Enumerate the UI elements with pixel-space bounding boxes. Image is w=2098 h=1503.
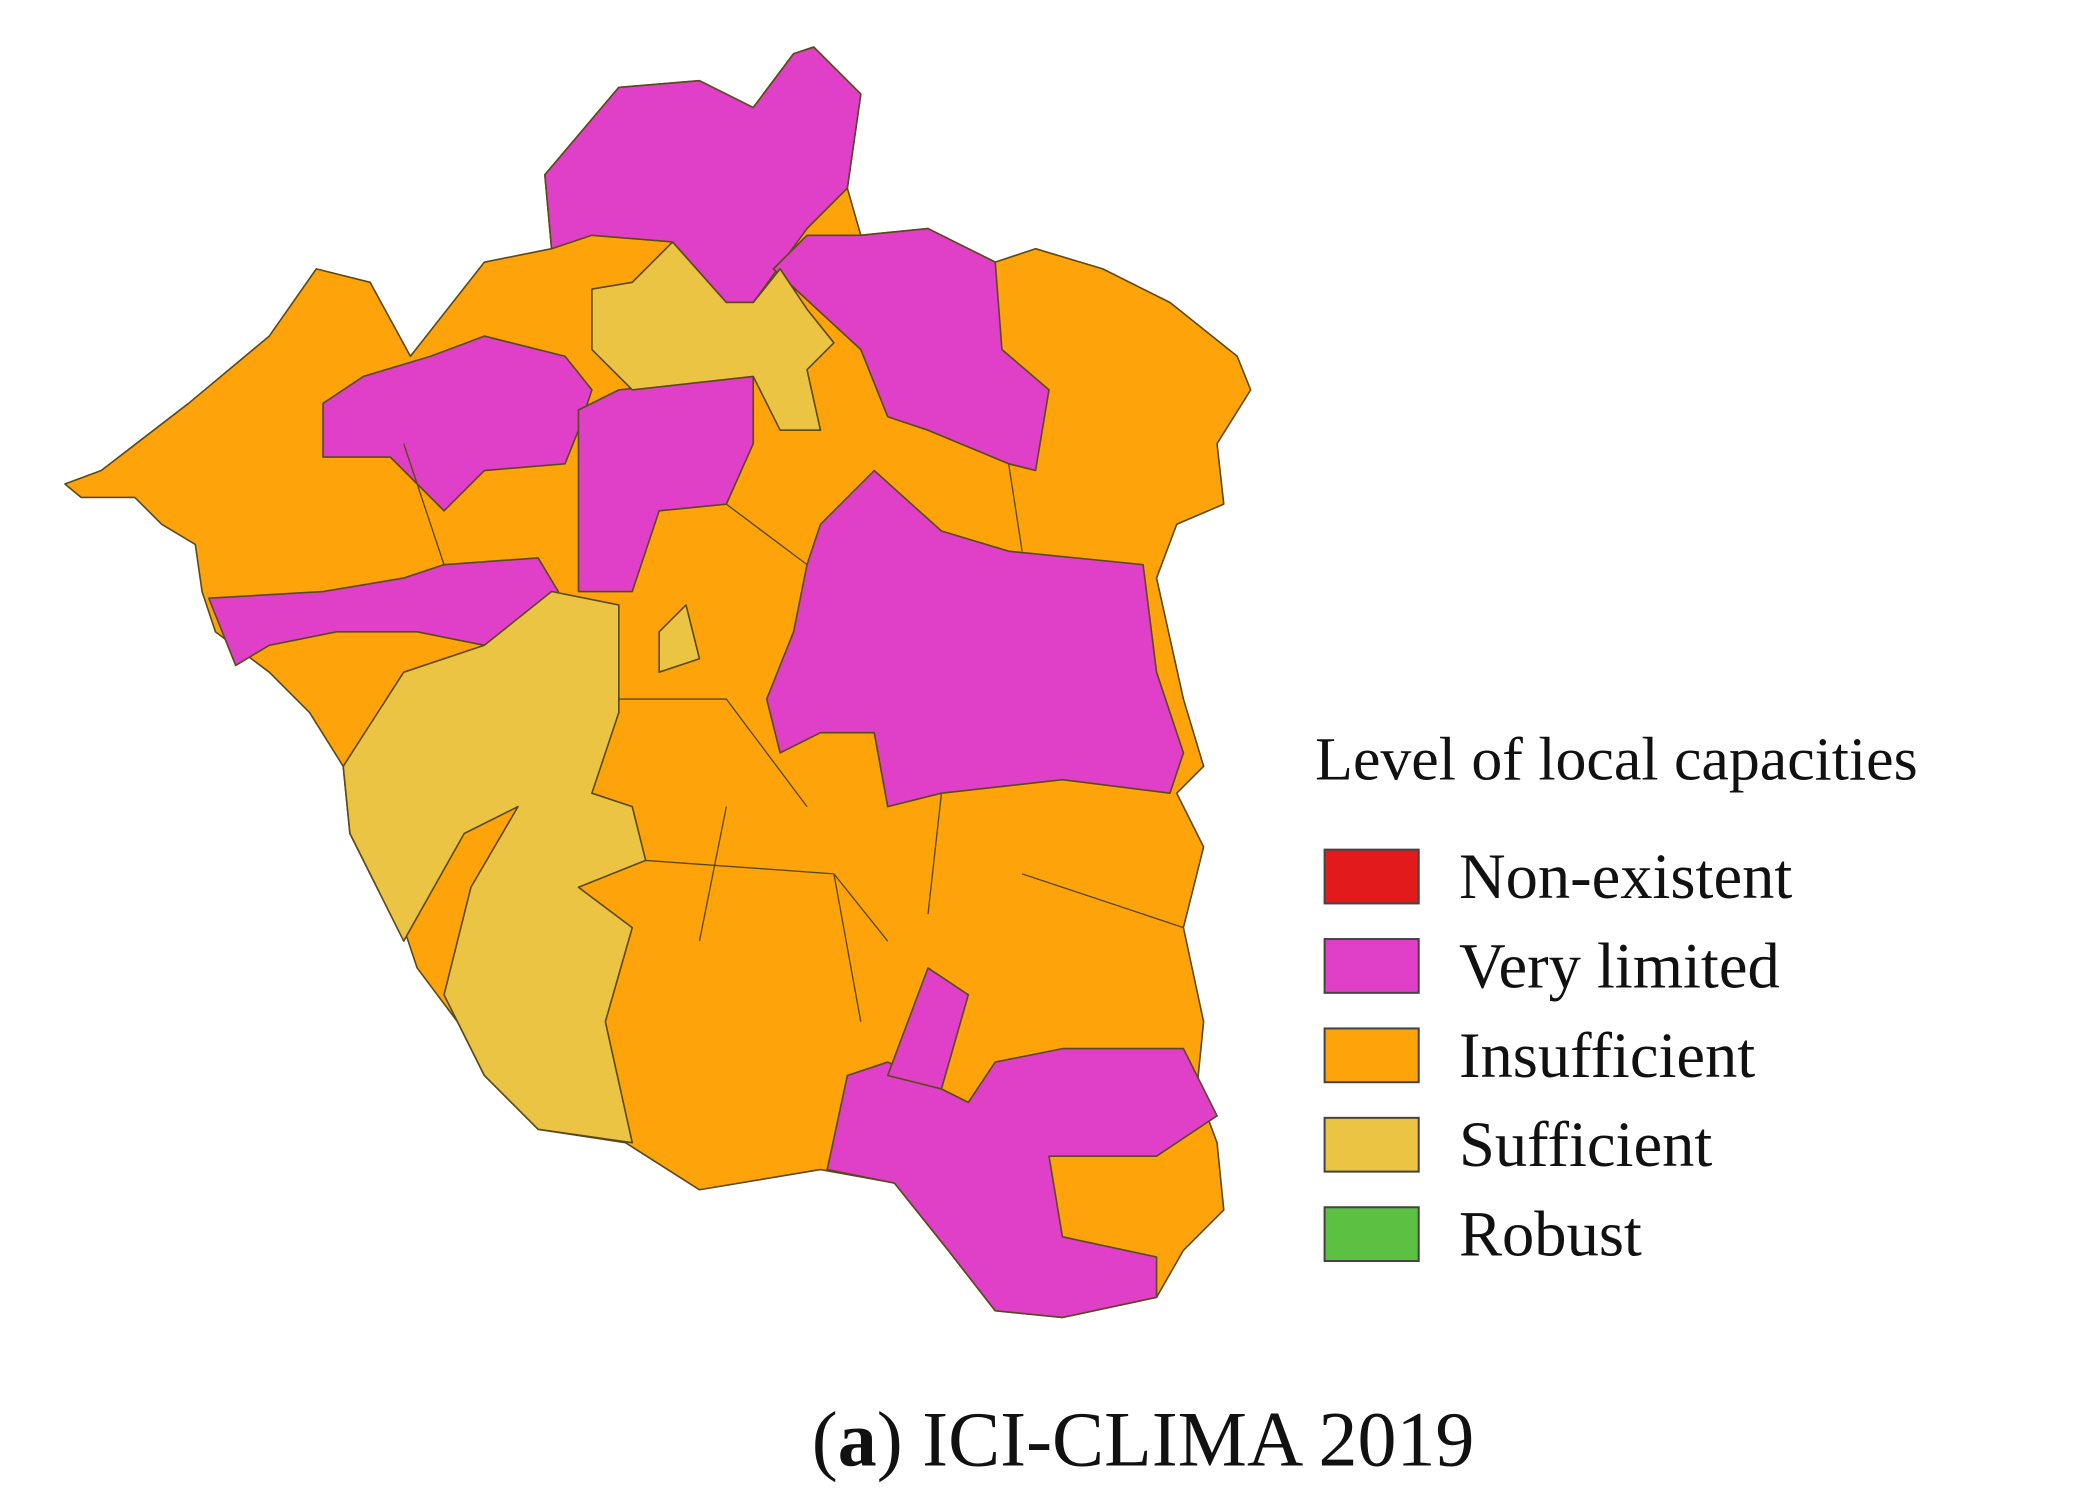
region	[826, 1047, 1218, 1319]
caption-part: (	[812, 1396, 838, 1482]
legend-swatch	[1323, 848, 1420, 905]
legend-label: Non-existent	[1459, 841, 1792, 912]
caption-part: ) ICI-CLIMA 2019	[877, 1396, 1475, 1482]
region	[658, 604, 701, 673]
legend-title: Level of local capacities	[1315, 726, 1918, 794]
legend-label: Robust	[1459, 1199, 1642, 1270]
caption: (a) ICI-CLIMA 2019	[812, 1396, 1475, 1482]
region-border	[403, 443, 1184, 1022]
caption-part: a	[838, 1396, 877, 1482]
legend-label: Very limited	[1459, 930, 1780, 1001]
legend-label: Insufficient	[1459, 1020, 1755, 1091]
map	[64, 46, 1252, 1319]
legend-swatch	[1323, 938, 1420, 994]
legend-swatch	[1323, 1027, 1420, 1084]
region	[544, 46, 862, 304]
region	[591, 241, 835, 432]
region	[765, 469, 1185, 808]
legend-swatch	[1323, 1116, 1420, 1173]
region	[886, 967, 970, 1090]
region	[772, 227, 1050, 472]
legend: Non-existent Very limited Insufficient Suff…	[1323, 841, 1792, 1270]
legend-label: Sufficient	[1459, 1109, 1712, 1180]
legend-swatch	[1323, 1206, 1420, 1263]
region	[342, 590, 647, 1144]
